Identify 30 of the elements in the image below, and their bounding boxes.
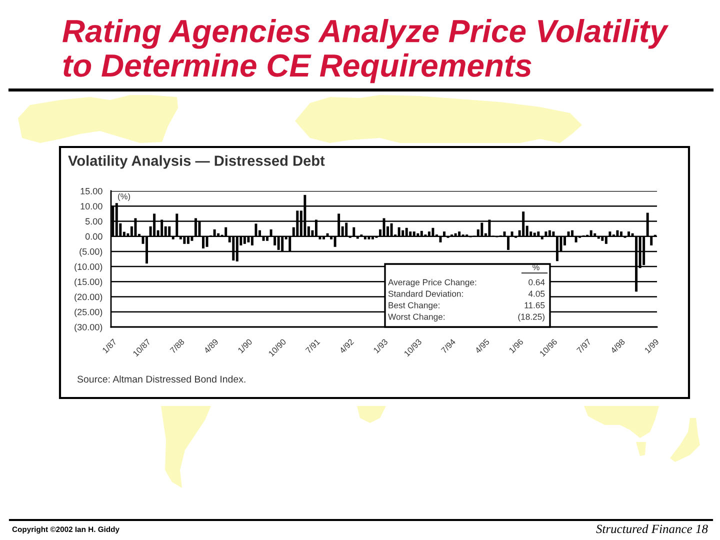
chart-subtitle: Volatility Analysis — Distressed Debt xyxy=(68,155,325,169)
x-tick-label: 4/89 xyxy=(203,338,219,354)
y-tick-label: (30.00) xyxy=(74,324,102,332)
x-tick-label: 7/94 xyxy=(440,338,456,354)
x-tick-label: 7/91 xyxy=(305,338,320,354)
annotation: 11.65 xyxy=(524,302,545,308)
annotation: Best Change: xyxy=(388,302,440,310)
annotation: (18.25) xyxy=(518,313,544,322)
x-tick-label: 4/98 xyxy=(610,338,626,354)
y-tick-label: (15.00) xyxy=(74,278,102,287)
text: Structured Finance 18 xyxy=(596,524,708,534)
y-tick-label: 15.00 xyxy=(80,188,102,194)
source-note: Source: Altman Distressed Bond Index. xyxy=(77,375,246,383)
annotation: 0.64 xyxy=(528,279,545,286)
chart-title: Rating Agencies Analyze Price Volatility to Determine CE Requirements xyxy=(62,19,669,84)
annotation: 4.05 xyxy=(528,290,545,297)
y-tick-label: (10.00) xyxy=(74,263,102,272)
annotation: Worst Change: xyxy=(388,313,444,322)
annotation: Standard Deviation: xyxy=(388,290,463,297)
x-tick-label: 4/92 xyxy=(338,338,354,354)
y-tick-label: 10.00 xyxy=(80,203,102,210)
y-tick-label: 0.00 xyxy=(85,233,102,240)
y-tick-label: (5.00) xyxy=(80,248,102,257)
y-tick-label: 5.00 xyxy=(85,218,102,225)
y-axis-title: (%) xyxy=(118,193,130,201)
y-tick-label: (25.00) xyxy=(74,308,102,318)
x-tick-label: 7/88 xyxy=(169,338,185,354)
annotation: % xyxy=(532,264,540,270)
y-tick-label: (20.00) xyxy=(74,294,102,302)
annotation: Average Price Change: xyxy=(388,278,476,288)
